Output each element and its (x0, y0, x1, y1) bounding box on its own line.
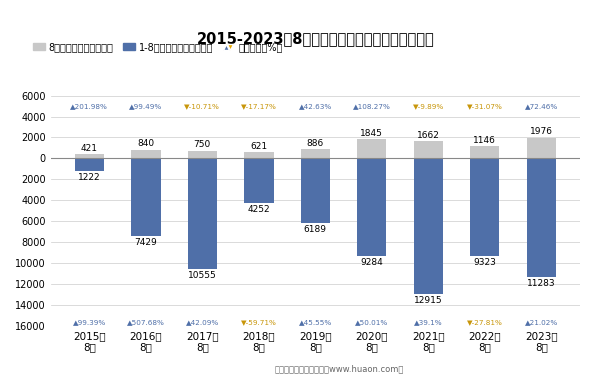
Text: 750: 750 (194, 140, 211, 149)
Text: 1845: 1845 (361, 129, 383, 138)
Text: ▲39.1%: ▲39.1% (414, 319, 443, 325)
Text: 1976: 1976 (530, 128, 553, 136)
Bar (357, 139, 387, 159)
Text: ▼-31.07%: ▼-31.07% (467, 103, 503, 109)
Text: 7429: 7429 (134, 238, 157, 248)
Text: ▼-10.71%: ▼-10.71% (184, 103, 220, 109)
Text: ▲45.55%: ▲45.55% (299, 319, 332, 325)
Text: 840: 840 (137, 140, 155, 148)
Bar (414, 159, 443, 294)
Bar (470, 147, 499, 159)
Text: ▲507.68%: ▲507.68% (127, 319, 165, 325)
Text: ▲42.63%: ▲42.63% (299, 103, 332, 109)
Text: 621: 621 (250, 142, 267, 151)
Text: ▼-17.17%: ▼-17.17% (241, 103, 277, 109)
Text: 12915: 12915 (414, 296, 443, 305)
Text: 1222: 1222 (78, 173, 101, 182)
Bar (75, 159, 104, 171)
Bar (131, 159, 161, 236)
Bar (131, 150, 161, 159)
Bar (244, 152, 274, 159)
Text: 11283: 11283 (527, 279, 556, 288)
Bar (75, 154, 104, 159)
Bar (187, 151, 217, 159)
Text: ▼-9.89%: ▼-9.89% (413, 103, 444, 109)
Text: 886: 886 (306, 139, 324, 148)
Text: ▲99.39%: ▲99.39% (73, 319, 106, 325)
Text: ▲108.27%: ▲108.27% (353, 103, 391, 109)
Text: ▲21.02%: ▲21.02% (525, 319, 558, 325)
Text: 1662: 1662 (417, 131, 440, 140)
Text: 6189: 6189 (304, 225, 327, 234)
Legend: 8月期货成交量（万手）, 1-8月期货成交量（万手）, 同比增长（%）: 8月期货成交量（万手）, 1-8月期货成交量（万手）, 同比增长（%） (29, 38, 287, 56)
Text: 9323: 9323 (474, 258, 496, 267)
Text: ▼-59.71%: ▼-59.71% (241, 319, 277, 325)
Text: ▼-27.81%: ▼-27.81% (467, 319, 503, 325)
Text: ▲99.49%: ▲99.49% (129, 103, 162, 109)
Text: 10555: 10555 (188, 271, 217, 280)
Text: 1146: 1146 (474, 136, 496, 145)
Bar (187, 159, 217, 269)
Bar (300, 149, 330, 159)
Text: ▲50.01%: ▲50.01% (355, 319, 389, 325)
Text: ▲42.09%: ▲42.09% (186, 319, 219, 325)
Bar (414, 141, 443, 159)
Bar (244, 159, 274, 203)
Text: ▲201.98%: ▲201.98% (70, 103, 108, 109)
Text: 421: 421 (81, 144, 98, 153)
Text: 4252: 4252 (248, 205, 270, 214)
Bar (300, 159, 330, 223)
Bar (527, 138, 556, 159)
Text: 9284: 9284 (361, 258, 383, 267)
Text: ▲72.46%: ▲72.46% (525, 103, 558, 109)
Bar (527, 159, 556, 277)
Title: 2015-2023年8月大连商品交易所玉米期货成交量: 2015-2023年8月大连商品交易所玉米期货成交量 (196, 31, 434, 46)
Bar (357, 159, 387, 256)
Text: 制图：华经产业研究院（www.huaon.com）: 制图：华经产业研究院（www.huaon.com） (274, 364, 404, 373)
Bar (470, 159, 499, 256)
